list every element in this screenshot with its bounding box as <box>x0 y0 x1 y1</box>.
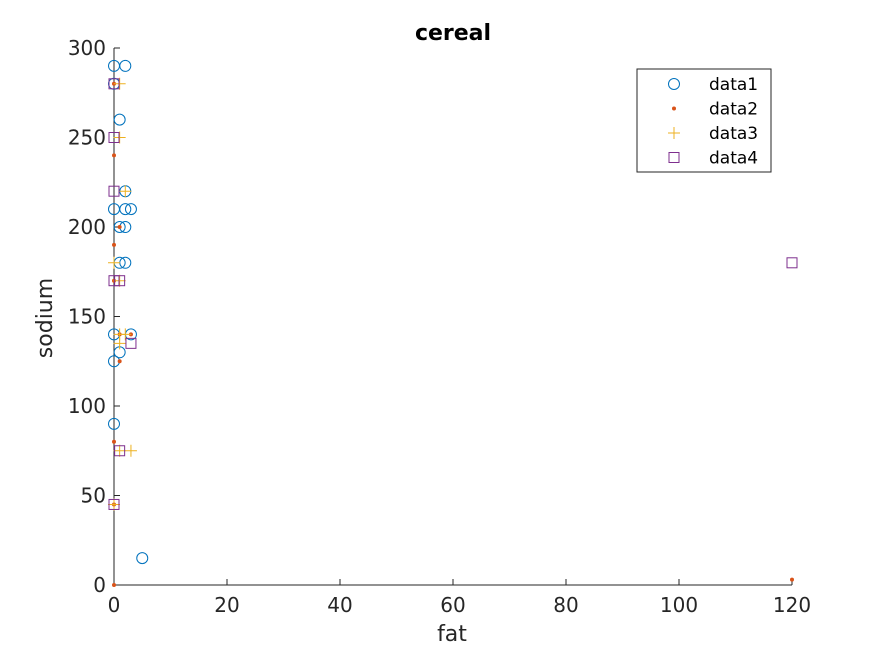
data2-point <box>112 583 116 587</box>
legend-marker-data3 <box>668 127 680 139</box>
data3-point <box>113 77 126 90</box>
data2-point <box>117 359 122 364</box>
data3-point <box>113 274 126 287</box>
data3-point <box>119 185 132 198</box>
x-tick-label: 100 <box>660 593 698 617</box>
x-tick-label: 20 <box>214 593 239 617</box>
data1-point <box>119 203 132 216</box>
data2-point <box>112 153 116 158</box>
x-tick-label: 120 <box>773 593 811 617</box>
legend-box <box>636 68 772 173</box>
chart-title: cereal <box>415 21 491 46</box>
data1-point <box>108 417 120 430</box>
data3-point <box>113 131 126 144</box>
data4-point <box>114 275 126 287</box>
data4-point <box>108 132 120 143</box>
legend-label-data4: data4 <box>709 149 758 169</box>
legend-marker-data1 <box>668 78 680 90</box>
data2-point <box>112 242 116 247</box>
data1-point <box>119 59 132 72</box>
x-tick-label: 80 <box>553 593 578 617</box>
y-tick-label: 0 <box>93 573 106 597</box>
data2-point <box>117 225 122 229</box>
data3-point <box>113 337 126 350</box>
y-tick-label: 250 <box>68 126 106 150</box>
legend-marker-data4 <box>668 152 680 163</box>
data1-point <box>113 113 126 126</box>
y-tick-label: 200 <box>68 215 106 239</box>
y-tick-label: 300 <box>68 36 106 60</box>
data4-point <box>786 257 798 269</box>
x-tick-label: 60 <box>440 593 465 617</box>
x-tick-label: 40 <box>327 593 352 617</box>
data4-point <box>108 185 120 197</box>
data3-point <box>113 444 126 457</box>
data3-point <box>108 498 120 511</box>
y-axis-label: sodium <box>33 278 58 358</box>
data3-point <box>124 444 137 457</box>
data4-point <box>108 275 120 287</box>
axis-ticks: 0 20 40 60 80 100 120 0 50 100 150 200 250 300 <box>68 36 811 617</box>
y-tick-label: 50 <box>81 484 106 508</box>
legend-label-data3: data3 <box>709 124 758 144</box>
legend-label-data2: data2 <box>709 100 758 120</box>
data-points <box>108 59 798 587</box>
data4-point <box>108 78 120 90</box>
data3-point <box>108 256 120 269</box>
y-tick-label: 100 <box>68 394 106 418</box>
legend-marker-data2 <box>672 106 676 111</box>
data1-point <box>113 221 126 233</box>
data4-point <box>114 445 126 457</box>
x-tick-label: 0 <box>108 593 121 617</box>
y-tick-label: 150 <box>68 305 106 329</box>
x-axis-label: fat <box>437 622 467 647</box>
data2-point <box>790 577 794 582</box>
data4-point <box>125 337 137 349</box>
data4-point <box>108 498 120 510</box>
legend: data1 data2 data3 data4 <box>636 68 772 173</box>
data1-point <box>124 203 137 216</box>
legend-label-data1: data1 <box>709 75 758 95</box>
data1-point <box>136 552 149 565</box>
data2-point <box>112 439 116 444</box>
data3-point <box>119 328 132 341</box>
